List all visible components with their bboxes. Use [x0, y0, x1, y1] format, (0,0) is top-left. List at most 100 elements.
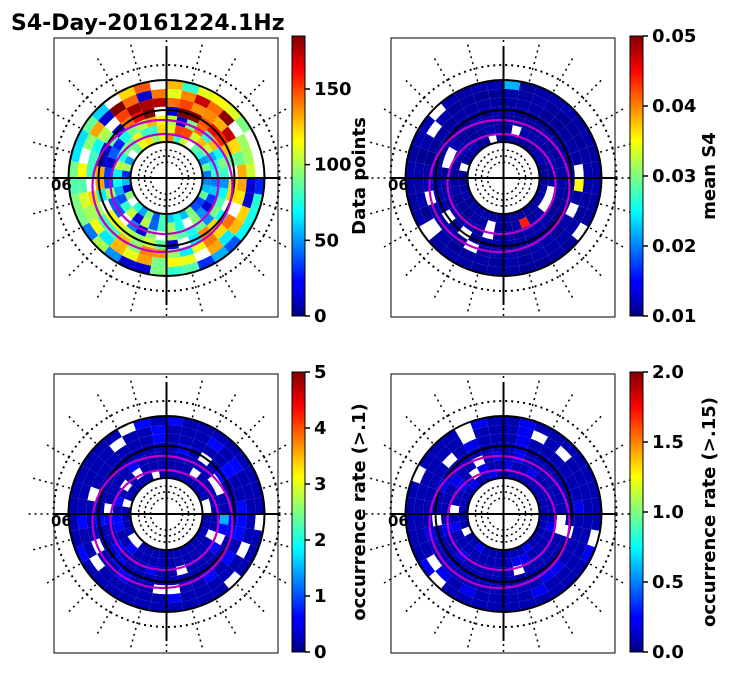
heatmap-cell	[491, 106, 504, 117]
heatmap-cell	[195, 542, 208, 556]
heatmap-cell	[121, 178, 132, 186]
figure-title: S4-Day-20161224.1Hz	[11, 11, 285, 36]
heatmap-cell	[118, 130, 132, 144]
heatmap-cell	[197, 491, 209, 502]
heatmap-cell	[105, 116, 121, 133]
heatmap-cell	[228, 120, 244, 138]
dotted-spoke	[191, 610, 204, 650]
colorbar-label: Data points	[349, 117, 370, 235]
heatmap-cell	[74, 129, 90, 148]
dotted-spoke	[262, 203, 302, 215]
heatmap-cell	[86, 514, 97, 528]
colorbar	[291, 371, 306, 653]
heatmap-cell	[451, 444, 468, 460]
heatmap-cell	[415, 191, 429, 209]
heatmap-cell	[571, 115, 589, 134]
heatmap-cell	[454, 85, 474, 101]
heatmap-cell	[86, 178, 97, 192]
heatmap-cell	[494, 222, 504, 232]
heatmap-cell	[95, 514, 105, 527]
heatmap-cell	[190, 575, 207, 590]
heatmap-cell	[236, 205, 251, 223]
heatmap-cell	[172, 211, 182, 223]
dotted-spoke	[403, 78, 434, 108]
heatmap-cell	[216, 156, 229, 169]
plot-frame	[390, 37, 616, 318]
heatmap-cell	[573, 133, 588, 151]
magenta-contour-outer	[428, 118, 571, 254]
heatmap-cell	[245, 162, 256, 178]
colorbar-tick-label: 0.04	[652, 96, 696, 117]
dotted-spoke	[66, 78, 97, 108]
heatmap-cell	[197, 190, 209, 201]
dotted-spoke	[66, 248, 97, 278]
heatmap-cell	[78, 483, 92, 501]
heatmap-cell	[158, 213, 167, 223]
colorbar-tick-label: 2	[314, 530, 327, 551]
heatmap-cell	[458, 430, 477, 445]
heatmap-cell	[435, 229, 452, 247]
heatmap-cell	[78, 147, 92, 165]
heatmap-cell	[494, 124, 504, 134]
heatmap-cell	[558, 126, 574, 143]
heatmap-cell	[449, 178, 460, 188]
heatmap-cell	[591, 178, 602, 196]
heatmap-cell	[533, 255, 553, 271]
heatmap-cell	[211, 246, 230, 263]
heatmap-cell	[543, 436, 561, 453]
dotted-spoke	[31, 203, 71, 215]
heatmap-cell	[525, 212, 539, 225]
heatmap-cell	[207, 540, 221, 555]
heatmap-cell	[570, 526, 583, 542]
heatmap-cell	[89, 120, 105, 138]
heatmap-cell	[82, 541, 97, 559]
heatmap-cell	[121, 514, 132, 522]
heatmap-cell	[188, 548, 202, 561]
dotted-spoke	[44, 443, 81, 465]
dotted-spoke	[552, 264, 575, 300]
heatmap-cell	[121, 583, 140, 598]
heatmap-cell	[503, 575, 516, 586]
heatmap-cell	[112, 137, 126, 152]
heatmap-cell	[243, 465, 259, 484]
heatmap-cell	[77, 514, 88, 530]
heatmap-cell	[503, 460, 513, 470]
heatmap-cell	[463, 123, 477, 137]
heatmap-cell	[503, 558, 513, 568]
heatmap-cell	[233, 526, 246, 542]
heatmap-cell	[440, 93, 459, 110]
colorbar-label: occurrence rate (>.1)	[349, 403, 370, 620]
heatmap-cell	[492, 566, 504, 577]
heatmap-cell	[539, 568, 556, 584]
heatmap-cell	[428, 137, 442, 154]
dotted-spoke	[589, 563, 626, 585]
heatmap-cell	[476, 434, 492, 447]
heatmap-cell	[236, 514, 247, 528]
heatmap-cell	[518, 463, 531, 476]
colorbar	[629, 371, 644, 653]
dotted-spoke	[599, 477, 639, 489]
heatmap-cell	[578, 147, 592, 165]
heatmap-cell	[193, 583, 212, 598]
heatmap-cell	[454, 255, 474, 271]
heatmap-cell	[495, 469, 504, 479]
heatmap-cell	[166, 106, 179, 117]
heatmap-cell	[117, 421, 137, 437]
heatmap-cell	[77, 178, 88, 194]
dotted-spoke	[573, 414, 604, 444]
heatmap-cell	[591, 514, 602, 532]
colorbar-tick-label: 0.03	[652, 166, 696, 187]
heatmap-cell	[121, 94, 140, 109]
dotted-spoke	[368, 203, 408, 215]
heatmap-cell	[236, 541, 251, 559]
heatmap-cell	[89, 456, 105, 474]
heatmap-cell	[219, 178, 230, 189]
heatmap-cell	[178, 434, 194, 447]
heatmap-cell	[166, 575, 179, 586]
heatmap-cell	[458, 170, 469, 178]
heatmap-cell	[96, 462, 112, 479]
dotted-spoke	[95, 264, 118, 300]
heatmap-cell	[152, 248, 167, 259]
heatmap-cell	[178, 209, 189, 221]
heatmap-cell	[154, 442, 167, 453]
